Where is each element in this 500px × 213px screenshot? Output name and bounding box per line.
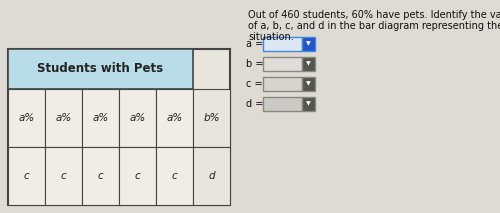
Bar [302, 97, 315, 111]
Text: of a, b, c, and d in the bar diagram representing the: of a, b, c, and d in the bar diagram rep… [248, 21, 500, 31]
Bar [156, 147, 193, 205]
Bar [263, 97, 302, 111]
Bar [193, 89, 230, 147]
Text: c: c [24, 171, 30, 181]
Text: ▼: ▼ [306, 42, 311, 46]
Text: a%: a% [166, 113, 182, 123]
Text: c =: c = [246, 79, 262, 89]
Text: c: c [60, 171, 66, 181]
Text: Students with Pets: Students with Pets [38, 62, 164, 75]
Text: a =: a = [246, 39, 263, 49]
Bar [302, 77, 315, 91]
Text: situation.: situation. [248, 32, 294, 42]
Bar [45, 147, 82, 205]
Bar [82, 147, 119, 205]
Bar [156, 89, 193, 147]
Bar [302, 37, 315, 51]
Text: ▼: ▼ [306, 82, 311, 86]
Text: c: c [98, 171, 103, 181]
Bar [263, 57, 302, 71]
Text: c: c [134, 171, 140, 181]
Bar [119, 89, 156, 147]
Text: a%: a% [56, 113, 72, 123]
Bar [45, 89, 82, 147]
Bar [8, 89, 45, 147]
Text: Out of 460 students, 60% have pets. Identify the values: Out of 460 students, 60% have pets. Iden… [248, 10, 500, 20]
Text: a%: a% [92, 113, 108, 123]
Text: b%: b% [203, 113, 220, 123]
Bar [8, 49, 230, 205]
Text: ▼: ▼ [306, 62, 311, 66]
Text: c: c [172, 171, 177, 181]
Text: a%: a% [130, 113, 146, 123]
Bar [263, 37, 302, 51]
Text: d: d [208, 171, 215, 181]
Bar [82, 89, 119, 147]
Bar [193, 147, 230, 205]
Bar [263, 77, 302, 91]
Bar [8, 49, 193, 89]
Bar [8, 147, 45, 205]
Text: d =: d = [246, 99, 264, 109]
Text: a%: a% [18, 113, 34, 123]
Bar [302, 57, 315, 71]
Text: ▼: ▼ [306, 102, 311, 106]
Bar [8, 49, 230, 205]
Bar [119, 147, 156, 205]
Text: b =: b = [246, 59, 264, 69]
